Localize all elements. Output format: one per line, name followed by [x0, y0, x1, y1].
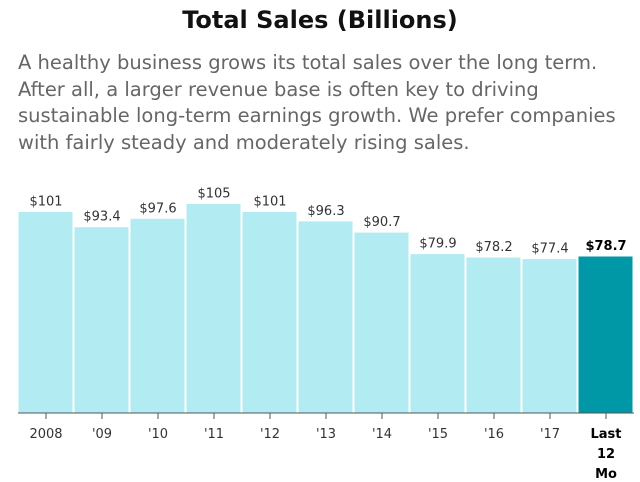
x-tick-label-8: '16	[484, 427, 504, 442]
x-tick-label-4: '12	[260, 427, 280, 442]
value-label-7: $79.9	[419, 237, 456, 252]
x-tick-label-6: '14	[372, 427, 392, 442]
value-label-6: $90.7	[363, 215, 400, 230]
value-label-3: $105	[197, 187, 230, 202]
bar-7	[409, 253, 466, 414]
value-label-4: $101	[253, 195, 286, 210]
x-tick-label-7: '15	[428, 427, 448, 442]
value-label-10: $78.7	[585, 239, 626, 254]
bar-2	[129, 217, 186, 414]
value-label-2: $97.6	[139, 201, 176, 216]
bar-0	[17, 211, 74, 414]
bar-5	[297, 220, 354, 414]
bars-group	[17, 203, 634, 414]
chart-title: Total Sales (Billions)	[182, 6, 458, 34]
bar-3	[185, 203, 242, 414]
value-label-1: $93.4	[83, 210, 120, 225]
bar-4	[241, 211, 298, 414]
x-axis-ticks	[45, 413, 607, 419]
chart-description: A healthy business grows its total sales…	[18, 51, 616, 154]
x-tick-label-9: '17	[540, 427, 560, 442]
x-tick-label-1: '09	[92, 427, 112, 442]
x-tick-label-3: '11	[204, 427, 224, 442]
bar-9	[521, 258, 578, 414]
x-tick-label-2: '10	[148, 427, 168, 442]
bar-10	[577, 255, 634, 414]
x-tick-label-10: Last 12 Mo	[590, 427, 621, 482]
value-label-0: $101	[29, 195, 62, 210]
value-labels-group: $101 $93.4 $97.6 $105 $101 $96.3 $90.7 $79.9 $78…	[29, 187, 626, 257]
x-tick-label-0: 2008	[29, 427, 62, 442]
value-label-9: $77.4	[531, 242, 568, 257]
x-tick-label-5: '13	[316, 427, 336, 442]
bar-6	[353, 231, 410, 414]
bar-8	[465, 256, 522, 414]
bar-1	[73, 226, 130, 414]
value-label-5: $96.3	[307, 204, 344, 219]
value-label-8: $78.2	[475, 240, 512, 255]
x-axis-tick-labels: 2008 '09 '10 '11 '12 '13 '14 '15 '16 '17 Last 12 Mo	[29, 427, 621, 482]
